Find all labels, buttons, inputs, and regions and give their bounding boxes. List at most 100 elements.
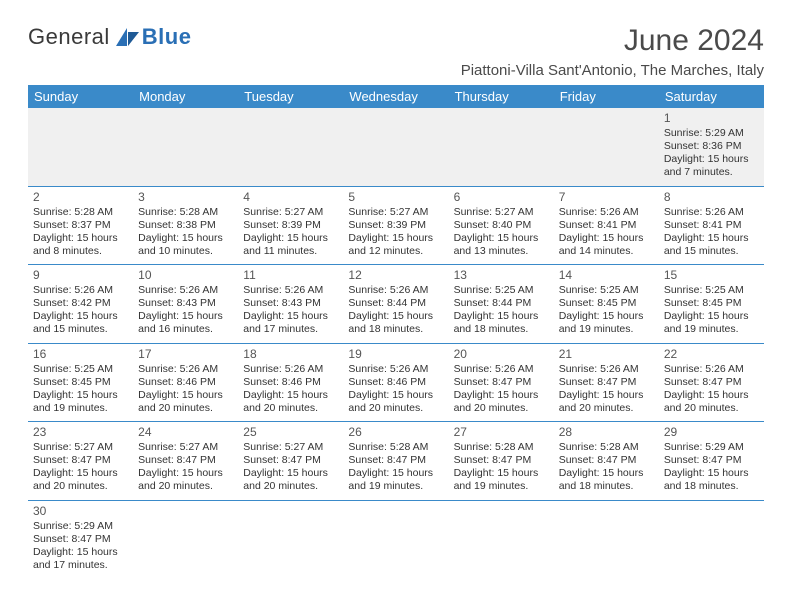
header: General Blue June 2024 Piattoni-Villa Sa… xyxy=(28,24,764,79)
sunset-text: Sunset: 8:41 PM xyxy=(559,219,654,232)
logo-text-1: General xyxy=(28,24,110,50)
day-number: 13 xyxy=(454,268,549,283)
day-number: 23 xyxy=(33,425,128,440)
daylight-text: Daylight: 15 hours xyxy=(559,467,654,480)
day-number: 5 xyxy=(348,190,443,205)
day-number: 8 xyxy=(664,190,759,205)
sunset-text: Sunset: 8:46 PM xyxy=(348,376,443,389)
sunrise-text: Sunrise: 5:29 AM xyxy=(664,441,759,454)
daylight-text: Daylight: 15 hours xyxy=(348,389,443,402)
daylight-text: and 19 minutes. xyxy=(664,323,759,336)
sunset-text: Sunset: 8:47 PM xyxy=(243,454,338,467)
logo: General Blue xyxy=(28,24,191,50)
daylight-text: Daylight: 15 hours xyxy=(348,310,443,323)
daylight-text: Daylight: 15 hours xyxy=(243,467,338,480)
day-number: 18 xyxy=(243,347,338,362)
sunrise-text: Sunrise: 5:25 AM xyxy=(454,284,549,297)
sunrise-text: Sunrise: 5:27 AM xyxy=(243,441,338,454)
daylight-text: Daylight: 15 hours xyxy=(559,310,654,323)
sunrise-text: Sunrise: 5:28 AM xyxy=(454,441,549,454)
calendar-cell: 2Sunrise: 5:28 AMSunset: 8:37 PMDaylight… xyxy=(28,186,133,265)
daylight-text: Daylight: 15 hours xyxy=(33,232,128,245)
daylight-text: and 20 minutes. xyxy=(664,402,759,415)
daylight-text: and 20 minutes. xyxy=(348,402,443,415)
calendar-cell: 23Sunrise: 5:27 AMSunset: 8:47 PMDayligh… xyxy=(28,422,133,501)
sunset-text: Sunset: 8:47 PM xyxy=(33,533,128,546)
calendar-cell: 1Sunrise: 5:29 AMSunset: 8:36 PMDaylight… xyxy=(659,108,764,186)
weekday-header: Friday xyxy=(554,85,659,108)
day-number: 9 xyxy=(33,268,128,283)
title-block: June 2024 Piattoni-Villa Sant'Antonio, T… xyxy=(461,24,764,79)
sunset-text: Sunset: 8:47 PM xyxy=(348,454,443,467)
sunrise-text: Sunrise: 5:26 AM xyxy=(454,363,549,376)
sunset-text: Sunset: 8:46 PM xyxy=(243,376,338,389)
calendar-cell xyxy=(238,500,343,578)
calendar-cell xyxy=(133,108,238,186)
calendar-cell: 29Sunrise: 5:29 AMSunset: 8:47 PMDayligh… xyxy=(659,422,764,501)
sunset-text: Sunset: 8:43 PM xyxy=(138,297,233,310)
daylight-text: and 8 minutes. xyxy=(33,245,128,258)
calendar-cell xyxy=(238,108,343,186)
sunset-text: Sunset: 8:47 PM xyxy=(454,454,549,467)
daylight-text: and 14 minutes. xyxy=(559,245,654,258)
calendar-cell: 17Sunrise: 5:26 AMSunset: 8:46 PMDayligh… xyxy=(133,343,238,422)
daylight-text: Daylight: 15 hours xyxy=(33,467,128,480)
sunrise-text: Sunrise: 5:26 AM xyxy=(138,284,233,297)
calendar-cell: 13Sunrise: 5:25 AMSunset: 8:44 PMDayligh… xyxy=(449,265,554,344)
calendar-cell: 30Sunrise: 5:29 AMSunset: 8:47 PMDayligh… xyxy=(28,500,133,578)
calendar-row: 1Sunrise: 5:29 AMSunset: 8:36 PMDaylight… xyxy=(28,108,764,186)
sunset-text: Sunset: 8:36 PM xyxy=(664,140,759,153)
daylight-text: Daylight: 15 hours xyxy=(138,232,233,245)
daylight-text: and 13 minutes. xyxy=(454,245,549,258)
daylight-text: and 12 minutes. xyxy=(348,245,443,258)
sunrise-text: Sunrise: 5:25 AM xyxy=(33,363,128,376)
calendar-cell xyxy=(133,500,238,578)
daylight-text: Daylight: 15 hours xyxy=(454,389,549,402)
logo-text-2: Blue xyxy=(142,24,192,50)
day-number: 27 xyxy=(454,425,549,440)
calendar-cell xyxy=(343,500,448,578)
month-title: June 2024 xyxy=(461,24,764,58)
sunset-text: Sunset: 8:39 PM xyxy=(348,219,443,232)
day-number: 10 xyxy=(138,268,233,283)
day-number: 11 xyxy=(243,268,338,283)
sunset-text: Sunset: 8:46 PM xyxy=(138,376,233,389)
daylight-text: Daylight: 15 hours xyxy=(664,232,759,245)
sunset-text: Sunset: 8:47 PM xyxy=(559,454,654,467)
sunset-text: Sunset: 8:47 PM xyxy=(33,454,128,467)
daylight-text: Daylight: 15 hours xyxy=(454,310,549,323)
sunset-text: Sunset: 8:43 PM xyxy=(243,297,338,310)
daylight-text: Daylight: 15 hours xyxy=(33,546,128,559)
daylight-text: Daylight: 15 hours xyxy=(243,310,338,323)
calendar-cell xyxy=(28,108,133,186)
calendar-cell: 4Sunrise: 5:27 AMSunset: 8:39 PMDaylight… xyxy=(238,186,343,265)
calendar-cell: 11Sunrise: 5:26 AMSunset: 8:43 PMDayligh… xyxy=(238,265,343,344)
calendar-row: 30Sunrise: 5:29 AMSunset: 8:47 PMDayligh… xyxy=(28,500,764,578)
sunrise-text: Sunrise: 5:25 AM xyxy=(559,284,654,297)
daylight-text: and 18 minutes. xyxy=(664,480,759,493)
daylight-text: and 18 minutes. xyxy=(348,323,443,336)
sunset-text: Sunset: 8:41 PM xyxy=(664,219,759,232)
day-number: 30 xyxy=(33,504,128,519)
day-number: 6 xyxy=(454,190,549,205)
sunset-text: Sunset: 8:47 PM xyxy=(454,376,549,389)
sunrise-text: Sunrise: 5:27 AM xyxy=(348,206,443,219)
calendar-cell xyxy=(554,500,659,578)
daylight-text: and 19 minutes. xyxy=(348,480,443,493)
calendar-cell xyxy=(449,108,554,186)
daylight-text: Daylight: 15 hours xyxy=(664,310,759,323)
day-number: 22 xyxy=(664,347,759,362)
sunset-text: Sunset: 8:40 PM xyxy=(454,219,549,232)
calendar-cell: 10Sunrise: 5:26 AMSunset: 8:43 PMDayligh… xyxy=(133,265,238,344)
day-number: 19 xyxy=(348,347,443,362)
calendar-row: 2Sunrise: 5:28 AMSunset: 8:37 PMDaylight… xyxy=(28,186,764,265)
calendar-cell: 16Sunrise: 5:25 AMSunset: 8:45 PMDayligh… xyxy=(28,343,133,422)
calendar-cell xyxy=(343,108,448,186)
sunrise-text: Sunrise: 5:26 AM xyxy=(559,206,654,219)
day-number: 16 xyxy=(33,347,128,362)
sunrise-text: Sunrise: 5:28 AM xyxy=(33,206,128,219)
weekday-header: Sunday xyxy=(28,85,133,108)
day-number: 4 xyxy=(243,190,338,205)
weekday-header: Thursday xyxy=(449,85,554,108)
sunset-text: Sunset: 8:42 PM xyxy=(33,297,128,310)
